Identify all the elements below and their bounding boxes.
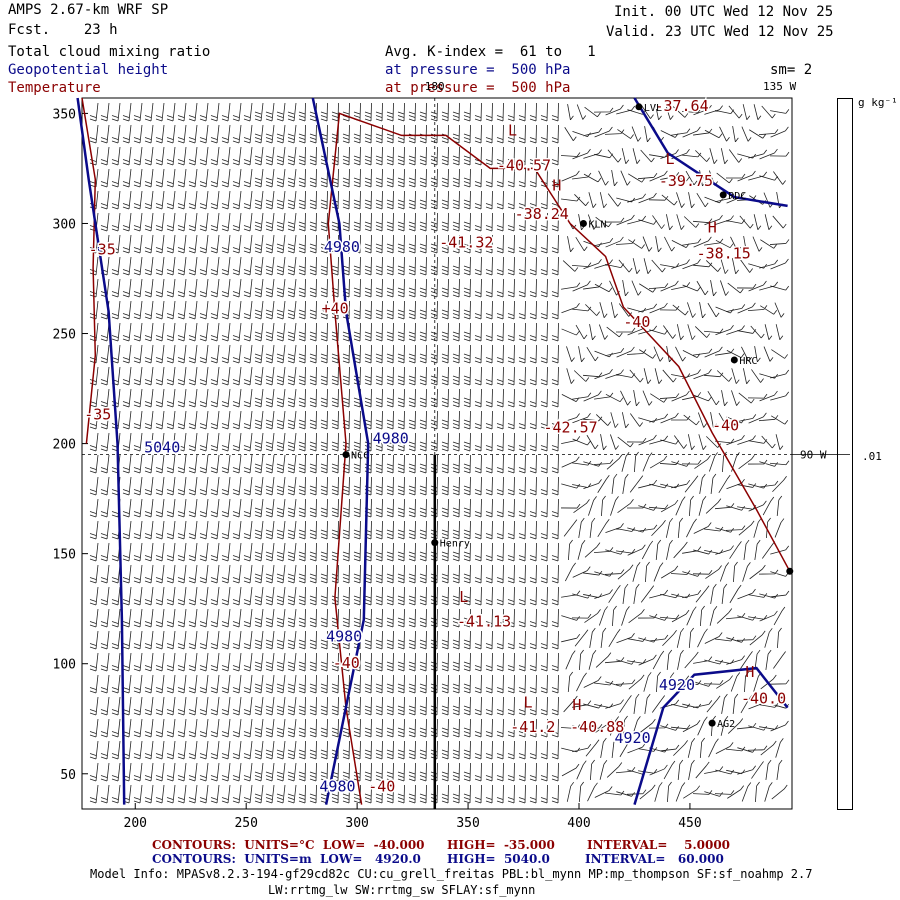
- init-time: Init. 00 UTC Wed 12 Nov 25: [614, 4, 834, 20]
- model-info-2: LW:rrtmg_lw SW:rrtmg_sw SFLAY:sf_mynn: [268, 883, 536, 897]
- high-marker: H: [552, 176, 561, 194]
- temperature-label: -39.75: [659, 172, 713, 190]
- low-marker: L: [524, 694, 533, 712]
- wind-barb-paths: [89, 102, 790, 804]
- x-tick-label: 300: [345, 816, 368, 831]
- y-tick-label: 100: [53, 658, 76, 673]
- y-tick-label: 350: [53, 107, 76, 122]
- station-label: AG2: [717, 719, 735, 730]
- y-tick-label: 150: [53, 548, 76, 563]
- station-label: Henry: [440, 539, 470, 550]
- lon-90w-label: 90 W: [800, 449, 827, 462]
- x-tick-label: 450: [678, 816, 701, 831]
- temperature-contour: [81, 97, 97, 444]
- station-dot: [786, 567, 794, 575]
- station-label: KLN: [588, 219, 606, 230]
- height-contour: [76, 97, 126, 805]
- temperature-label: -40.57: [497, 157, 551, 175]
- temperature-label: -40: [368, 777, 395, 795]
- model-info: Model Info: MPASv8.2.3-194-gf29cd82c CU:…: [90, 867, 813, 881]
- station-dot: [579, 219, 587, 227]
- temperature-label: -41.32: [439, 234, 493, 252]
- temperature-label: -40: [623, 313, 650, 331]
- y-tick-label: 200: [53, 438, 76, 453]
- station-dot: [730, 356, 738, 364]
- pressure-temperature: at pressure = 500 hPa: [385, 80, 571, 96]
- temperature-label: -40.0: [741, 689, 786, 707]
- temperature-label: -37.64: [654, 97, 708, 115]
- height-contour-label: 4980: [324, 238, 360, 256]
- temperature-label: -41.13: [457, 612, 511, 630]
- x-tick-label: 250: [234, 816, 257, 831]
- x-tick-label: 200: [124, 816, 147, 831]
- low-marker: L: [459, 588, 468, 606]
- x-tick-label: 400: [567, 816, 590, 831]
- low-marker: L: [666, 150, 675, 168]
- valid-time: Valid. 23 UTC Wed 12 Nov 25: [606, 24, 834, 40]
- colorbar-units: g kg⁻¹: [858, 96, 898, 109]
- temperature-label: +40: [322, 300, 349, 318]
- height-contour-label: 4920: [615, 729, 651, 747]
- temperature-label: -35: [84, 405, 111, 423]
- y-tick-label: 50: [60, 768, 76, 783]
- high-marker: H: [745, 663, 754, 681]
- wind-barbs: [89, 102, 790, 804]
- contour-height-interval: INTERVAL= 60.000: [585, 852, 724, 866]
- field-cloud: Total cloud mixing ratio: [8, 44, 211, 60]
- height-contour-label: 4920: [659, 676, 695, 694]
- k-index: Avg. K-index = 61 to 1: [385, 44, 596, 60]
- plot-frame: [81, 97, 793, 810]
- station-dot: [635, 103, 643, 111]
- forecast-hour: Fcst. 23 h: [8, 22, 118, 38]
- station-dot: [342, 451, 350, 459]
- height-contour: [633, 666, 789, 805]
- contour-height-units: CONTOURS: UNITS=m LOW= 4920.0: [152, 852, 421, 866]
- lon-135w-label: 135 W: [763, 80, 796, 93]
- station-label: RDC: [728, 191, 746, 202]
- temperature-label: -40: [333, 654, 360, 672]
- height-contour: [633, 97, 788, 208]
- temperature-label: -42.57: [544, 419, 598, 437]
- low-marker: L: [508, 121, 517, 139]
- contour-temp-high: HIGH= -35.000: [447, 838, 555, 852]
- colorbar-tick: .01: [862, 450, 882, 463]
- height-contour-label: 4980: [319, 777, 355, 795]
- station-label: NCC: [351, 451, 369, 462]
- temperature-label: -40: [712, 416, 739, 434]
- contour-temp-units: CONTOURS: UNITS=°C LOW= -40.000: [152, 838, 425, 852]
- height-contour-label: 4980: [373, 430, 409, 448]
- station-dot: [719, 191, 727, 199]
- temperature-label: -38.24: [515, 205, 569, 223]
- station-label: LVL: [644, 103, 662, 114]
- station-label: HRC: [739, 356, 757, 367]
- field-temperature: Temperature: [8, 80, 101, 96]
- y-tick-label: 250: [53, 328, 76, 343]
- model-title: AMPS 2.67-km WRF SP: [8, 2, 169, 18]
- field-height: Geopotential height: [8, 62, 169, 78]
- contour-height-high: HIGH= 5040.0: [447, 852, 550, 866]
- station-dot: [708, 719, 716, 727]
- colorbar: [837, 98, 853, 810]
- x-tick-label: 350: [456, 816, 479, 831]
- temperature-label: -38.15: [697, 245, 751, 263]
- height-contour: [311, 97, 370, 805]
- y-tick-label: 300: [53, 217, 76, 232]
- high-marker: H: [708, 218, 717, 236]
- temperature-label: -40.88: [570, 718, 624, 736]
- high-marker: H: [572, 696, 581, 714]
- temperature-contour: [327, 112, 791, 805]
- lon-180-label: 180: [425, 80, 445, 93]
- smoothing: sm= 2: [770, 62, 813, 78]
- station-dot: [431, 539, 439, 547]
- contour-temp-interval: INTERVAL= 5.0000: [587, 838, 731, 852]
- height-contour-label: 5040: [144, 438, 180, 456]
- temperature-label: -35: [89, 240, 116, 258]
- height-contour-label: 4980: [326, 628, 362, 646]
- temperature-label: -41.2: [510, 718, 555, 736]
- pressure-height: at pressure = 500 hPa: [385, 62, 571, 78]
